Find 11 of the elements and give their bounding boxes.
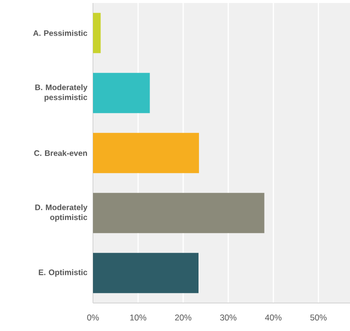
x-tick-label: 0% [87, 314, 99, 321]
x-tick-label: 10% [130, 314, 146, 321]
bar [93, 72, 150, 114]
bar [93, 12, 101, 54]
x-tick-label: 50% [310, 314, 327, 321]
bar [93, 252, 199, 294]
bar [93, 192, 264, 234]
x-tick-label: 40% [265, 314, 282, 321]
bar [93, 132, 199, 174]
x-tick-label: 30% [220, 314, 236, 321]
x-tick-label: 20% [175, 314, 192, 321]
